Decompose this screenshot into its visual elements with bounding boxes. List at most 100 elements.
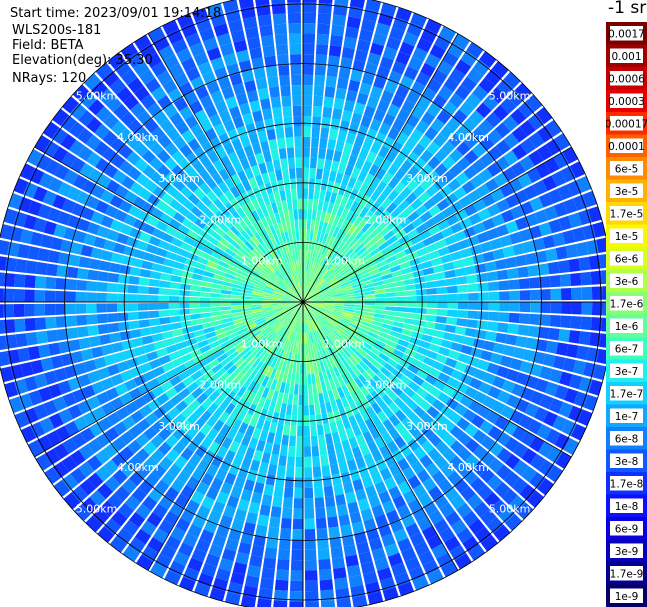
- beta-cell: [361, 221, 372, 233]
- beta-cell: [292, 363, 297, 374]
- beta-cell: [185, 499, 200, 514]
- beta-cell: [354, 203, 365, 215]
- beta-cell: [283, 305, 294, 311]
- beta-cell: [338, 429, 348, 442]
- beta-cell: [316, 33, 330, 45]
- beta-cell: [190, 279, 202, 286]
- colorbar-tick-label: 3e-9: [615, 546, 639, 558]
- beta-cell: [216, 264, 228, 273]
- beta-cell: [169, 198, 182, 211]
- beta-cell: [127, 77, 144, 94]
- beta-cell: [227, 581, 243, 596]
- beta-cell: [388, 463, 402, 477]
- beta-cell: [298, 219, 303, 230]
- beta-cell: [503, 150, 519, 166]
- beta-cell: [201, 245, 214, 256]
- beta-cell: [333, 302, 345, 304]
- beta-cell: [333, 483, 344, 496]
- beta-cell: [563, 438, 580, 455]
- beta-cell: [316, 361, 322, 373]
- beta-cell: [255, 319, 267, 326]
- beta-cell: [244, 338, 255, 348]
- beta-cell: [416, 96, 431, 111]
- beta-cell: [303, 332, 306, 344]
- beta-cell: [329, 192, 338, 204]
- beta-cell: [170, 526, 186, 542]
- beta-cell: [278, 455, 287, 467]
- beta-cell: [296, 425, 303, 437]
- beta-cell: [228, 105, 241, 119]
- colorbar-label-box: [610, 363, 643, 378]
- beta-cell: [306, 363, 311, 375]
- beta-cell: [255, 152, 265, 165]
- beta-cell: [285, 220, 292, 232]
- beta-cell: [359, 206, 370, 218]
- beta-cell: [464, 149, 479, 165]
- beta-cell: [259, 324, 270, 333]
- beta-cell: [235, 551, 250, 565]
- beta-cell: [17, 347, 31, 363]
- colorbar-tick-label: 0.0003: [608, 96, 645, 108]
- beta-cell: [104, 204, 119, 218]
- beta-cell: [327, 516, 339, 528]
- beta-cell: [95, 157, 110, 173]
- beta-cell: [282, 106, 292, 118]
- beta-cell: [237, 498, 250, 512]
- beta-cell: [517, 101, 535, 119]
- beta-cell: [322, 233, 329, 244]
- beta-cell: [344, 296, 355, 300]
- beta-cell: [352, 595, 368, 607]
- beta-cell: [479, 420, 494, 435]
- beta-cell: [213, 246, 225, 256]
- beta-cell: [149, 358, 162, 370]
- beta-cell: [383, 454, 396, 468]
- beta-cell: [366, 95, 380, 109]
- beta-cell: [433, 494, 449, 509]
- beta-cell: [120, 369, 134, 382]
- beta-cell: [502, 166, 517, 182]
- field-label: Field: BETA: [12, 38, 84, 53]
- beta-cell: [517, 172, 533, 188]
- beta-cell: [231, 138, 243, 151]
- beta-cell: [535, 162, 551, 179]
- beta-cell: [277, 256, 284, 267]
- beta-cell: [441, 365, 455, 376]
- beta-cell: [351, 256, 362, 266]
- beta-cell: [203, 270, 215, 278]
- beta-cell: [298, 312, 302, 323]
- beta-cell: [395, 302, 407, 307]
- beta-cell: [254, 246, 264, 256]
- beta-cell: [486, 271, 499, 282]
- beta-cell: [474, 263, 487, 274]
- beta-cell: [179, 106, 194, 121]
- beta-cell: [287, 12, 301, 24]
- beta-cell: [371, 449, 383, 462]
- beta-cell: [319, 232, 325, 243]
- beta-cell: [180, 241, 193, 252]
- beta-cell: [374, 481, 388, 495]
- beta-cell: [107, 52, 126, 70]
- beta-cell: [335, 493, 346, 506]
- beta-cell: [286, 404, 293, 416]
- beta-cell: [507, 323, 519, 335]
- beta-cell: [550, 288, 562, 301]
- beta-cell: [327, 334, 336, 344]
- beta-cell: [358, 269, 369, 277]
- beta-cell: [535, 378, 549, 393]
- beta-cell: [330, 331, 340, 341]
- beta-cell: [103, 113, 120, 130]
- beta-cell: [306, 219, 312, 231]
- beta-cell: [265, 65, 278, 78]
- beta-cell: [367, 52, 382, 66]
- beta-cell: [568, 258, 581, 272]
- beta-cell: [269, 421, 278, 434]
- beta-cell: [117, 293, 128, 302]
- beta-cell: [267, 279, 277, 287]
- beta-cell: [413, 157, 427, 171]
- beta-cell: [252, 308, 263, 313]
- beta-cell: [282, 339, 289, 351]
- beta-cell: [282, 303, 293, 307]
- azimuth-spokes: [0, 0, 606, 607]
- beta-cell: [278, 327, 287, 337]
- beta-cell: [149, 318, 161, 327]
